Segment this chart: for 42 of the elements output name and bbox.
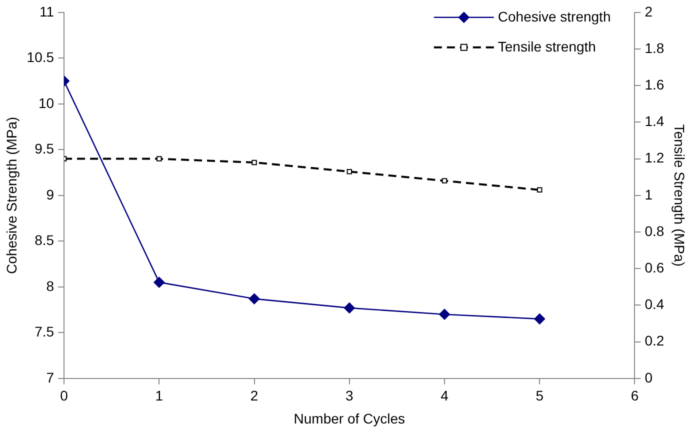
- y-tick-label: 8.5: [34, 232, 54, 248]
- x-tick-label: 6: [630, 388, 639, 404]
- x-axis-title: Number of Cycles: [294, 410, 406, 426]
- y2-axis-title: Tensile Strength (MPa): [672, 124, 688, 267]
- legend-label: Tensile strength: [498, 38, 596, 54]
- point: [344, 302, 355, 314]
- y-tick-label: 8: [46, 278, 54, 294]
- legend-label: Cohesive strength: [498, 8, 611, 24]
- y2-tick-label: 0: [644, 369, 653, 386]
- y-tick-label: 9: [46, 186, 54, 202]
- y2-tick-label: 0.4: [644, 296, 664, 312]
- point: [537, 187, 542, 193]
- y2-tick-label: 1.6: [644, 76, 664, 92]
- y-tick-label: 10: [38, 94, 54, 111]
- y2-tick-label: 0.6: [644, 259, 664, 276]
- y-axis-title: Cohesive Strength (MPa): [3, 116, 20, 274]
- point: [442, 178, 448, 184]
- point: [346, 168, 352, 174]
- y2-tick-label: 1.8: [644, 40, 664, 56]
- point: [534, 313, 546, 324]
- x-tick-label: 3: [345, 388, 354, 404]
- point: [154, 276, 165, 288]
- x-tick-label: 1: [155, 388, 164, 404]
- point: [248, 293, 260, 304]
- y2-tick-label: 0.2: [644, 332, 664, 349]
- point: [439, 308, 450, 320]
- y-tick-label: 9.5: [34, 140, 54, 157]
- y-tick-label: 7.5: [34, 324, 54, 340]
- x-tick-label: 2: [250, 388, 258, 404]
- x-tick-label: 0: [60, 388, 68, 404]
- y2-tick-label: 1: [644, 186, 653, 202]
- point: [252, 160, 257, 166]
- y2-tick-label: 2: [644, 3, 653, 20]
- point: [156, 156, 162, 162]
- y-tick-label: 11: [40, 3, 54, 20]
- x-tick-label: 5: [536, 388, 544, 404]
- y2-tick-label: 1.2: [644, 150, 664, 166]
- y-tick-label: 7: [46, 369, 54, 386]
- x-tick-label: 4: [440, 388, 449, 404]
- y-tick-label: 10.5: [26, 49, 54, 66]
- y2-tick-label: 0.8: [644, 222, 664, 239]
- y2-tick-label: 1.4: [644, 113, 664, 130]
